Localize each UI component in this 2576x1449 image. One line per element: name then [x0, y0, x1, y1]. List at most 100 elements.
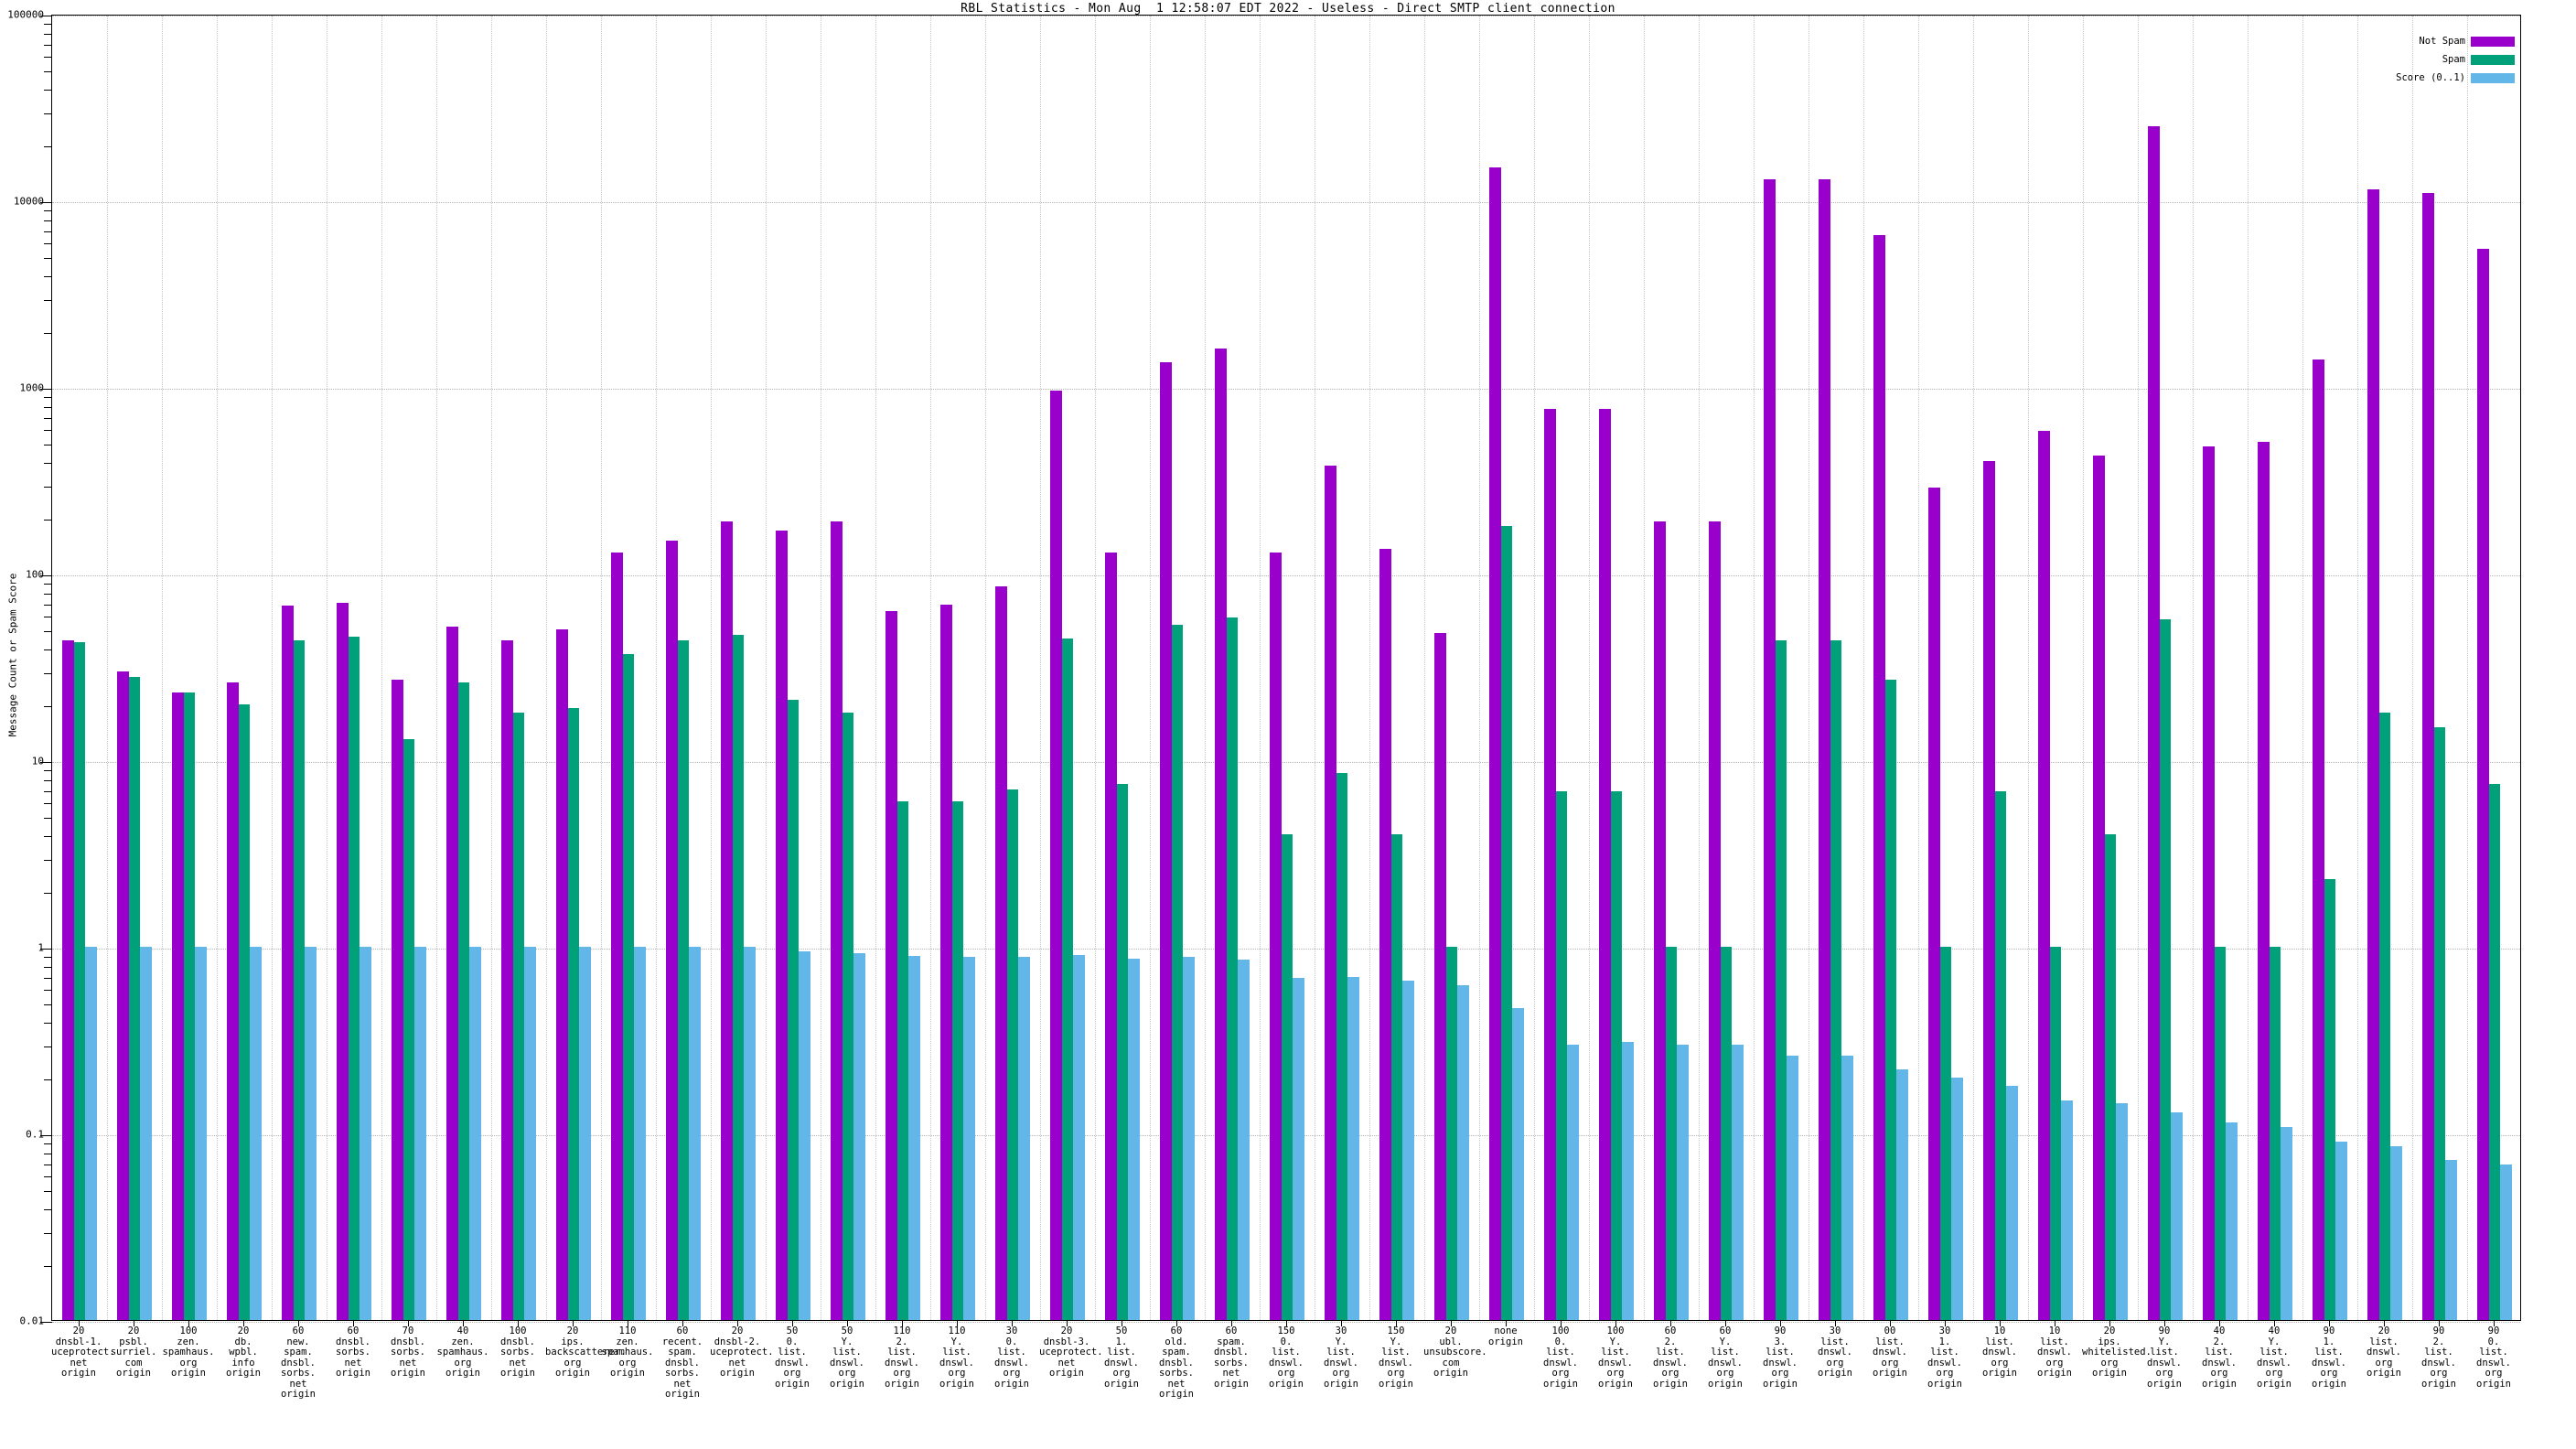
- y-axis-minor-tick: [44, 892, 52, 894]
- x-axis-tick-label: 20 list. dnswl. org origin: [2367, 1326, 2401, 1379]
- x-axis-tick-label: 50 0. list. dnswl. org origin: [775, 1326, 810, 1390]
- bar-score: [689, 947, 701, 1320]
- x-gridline: [1040, 16, 1041, 1320]
- x-axis-tick-label: 90 Y. list. dnswl. org origin: [2147, 1326, 2182, 1390]
- bar-spam: [677, 639, 690, 1320]
- legend-label-not-spam: Not Spam: [2419, 36, 2465, 47]
- y-axis-minor-tick: [44, 44, 52, 46]
- x-gridline: [1754, 16, 1755, 1320]
- bar-spam: [732, 634, 745, 1320]
- bar-spam: [1775, 639, 1787, 1320]
- x-axis-tick: [2494, 1321, 2495, 1326]
- y-axis-tick-label: 1: [38, 941, 44, 954]
- y-axis-minor-tick: [44, 1265, 52, 1267]
- bar-score: [1677, 1044, 1689, 1320]
- y-axis-minor-tick: [44, 332, 52, 334]
- bar-score: [250, 947, 262, 1320]
- bar-not-spam: [556, 629, 568, 1320]
- plot-area: Not Spam Spam Score (0..1): [40, 15, 2521, 1323]
- x-axis-tick-label: 00 list. dnswl. org origin: [1873, 1326, 1907, 1379]
- bar-not-spam: [666, 541, 678, 1320]
- x-gridline: [1369, 16, 1370, 1320]
- x-gridline: [2467, 16, 2468, 1320]
- y-axis-minor-tick: [44, 1004, 52, 1006]
- x-axis-tick: [682, 1321, 683, 1326]
- x-axis-tick: [2329, 1321, 2330, 1326]
- y-axis-tick: [40, 949, 52, 950]
- bar-not-spam: [1983, 461, 1995, 1320]
- y-axis-tick-label: 1000: [19, 381, 45, 394]
- bars-layer: [52, 16, 2520, 1320]
- bar-score: [963, 957, 975, 1320]
- y-axis-tick-label: 100: [26, 568, 44, 581]
- x-axis-tick: [1231, 1321, 1232, 1326]
- bar-score: [1787, 1056, 1798, 1320]
- bar-spam: [238, 703, 251, 1320]
- bar-spam: [1610, 791, 1623, 1320]
- bar-score: [2335, 1142, 2347, 1320]
- bar-spam: [622, 654, 635, 1320]
- bar-score: [2390, 1146, 2402, 1320]
- bar-score: [1567, 1044, 1579, 1320]
- x-axis-tick: [463, 1321, 464, 1326]
- x-axis-tick-label: 40 zen. spamhaus. org origin: [436, 1326, 489, 1379]
- bar-not-spam: [1544, 409, 1556, 1320]
- x-axis-tick-label: 150 0. list. dnswl. org origin: [1269, 1326, 1304, 1390]
- y-axis-minor-tick: [44, 71, 52, 73]
- bar-not-spam: [2313, 360, 2324, 1320]
- x-axis-tick: [1615, 1321, 1616, 1326]
- bar-not-spam: [2148, 125, 2160, 1320]
- x-axis-tick-label: 20 ubl. unsubscore. com origin: [1423, 1326, 1487, 1379]
- bar-spam: [128, 676, 141, 1320]
- x-axis-tick: [1451, 1321, 1452, 1326]
- bar-score: [1457, 985, 1469, 1320]
- x-axis-tick: [1780, 1321, 1781, 1326]
- bar-not-spam: [1270, 552, 1282, 1320]
- x-gridline: [1424, 16, 1425, 1320]
- x-gridline: [381, 16, 382, 1320]
- bar-spam: [787, 700, 800, 1320]
- x-axis-tick-label: 60 2. list. dnswl. org origin: [1653, 1326, 1688, 1390]
- bar-score: [1128, 959, 1140, 1320]
- bar-not-spam: [282, 606, 294, 1320]
- bar-score: [579, 947, 591, 1320]
- y-gridline: [52, 202, 2520, 203]
- bar-score: [469, 947, 481, 1320]
- y-axis-minor-tick: [44, 1191, 52, 1193]
- bar-not-spam: [172, 692, 184, 1320]
- bar-spam: [2159, 618, 2172, 1320]
- y-axis-tick: [40, 762, 52, 763]
- x-axis-tick-label: 60 dnsbl. sorbs. net origin: [336, 1326, 370, 1379]
- y-axis-minor-tick: [44, 1209, 52, 1211]
- bar-not-spam: [2367, 188, 2379, 1320]
- x-axis-tick-label: 30 0. list. dnswl. org origin: [994, 1326, 1029, 1390]
- bar-not-spam: [2203, 446, 2215, 1320]
- x-gridline: [162, 16, 163, 1320]
- y-axis-minor-tick: [44, 593, 52, 595]
- bar-not-spam: [2477, 248, 2489, 1320]
- chart-title: RBL Statistics - Mon Aug 1 12:58:07 EDT …: [961, 2, 1615, 16]
- x-axis-tick: [1945, 1321, 1946, 1326]
- x-axis-tick: [2384, 1321, 2385, 1326]
- bar-spam: [457, 682, 470, 1320]
- bar-not-spam: [337, 602, 349, 1320]
- bar-score: [1896, 1069, 1908, 1320]
- x-gridline: [2083, 16, 2084, 1320]
- y-axis-labels: 100000 10000 1000 100 10 1 0.1 0.01: [0, 9, 49, 1327]
- x-axis-tick-label: 10 list. dnswl. org origin: [2037, 1326, 2072, 1379]
- x-axis-tick-label: 20 dnsbl-1. uceprotect. net origin: [51, 1326, 115, 1379]
- bar-spam: [951, 801, 964, 1320]
- x-axis-labels: 20 dnsbl-1. uceprotect. net origin 20 psb…: [51, 1326, 2521, 1449]
- bar-not-spam: [117, 671, 129, 1320]
- y-axis-minor-tick: [44, 113, 52, 114]
- y-axis-minor-tick: [44, 1023, 52, 1025]
- y-axis-minor-tick: [44, 463, 52, 465]
- x-gridline: [1699, 16, 1700, 1320]
- x-axis-tick-label: 90 0. list. dnswl. org origin: [2476, 1326, 2511, 1390]
- bar-spam: [348, 636, 360, 1320]
- x-axis-tick-label: 100 zen. spamhaus. org origin: [162, 1326, 215, 1379]
- bar-not-spam: [1489, 167, 1501, 1320]
- x-axis-tick: [1176, 1321, 1177, 1326]
- legend-swatch-spam: [2471, 54, 2515, 65]
- y-axis-minor-tick: [44, 604, 52, 606]
